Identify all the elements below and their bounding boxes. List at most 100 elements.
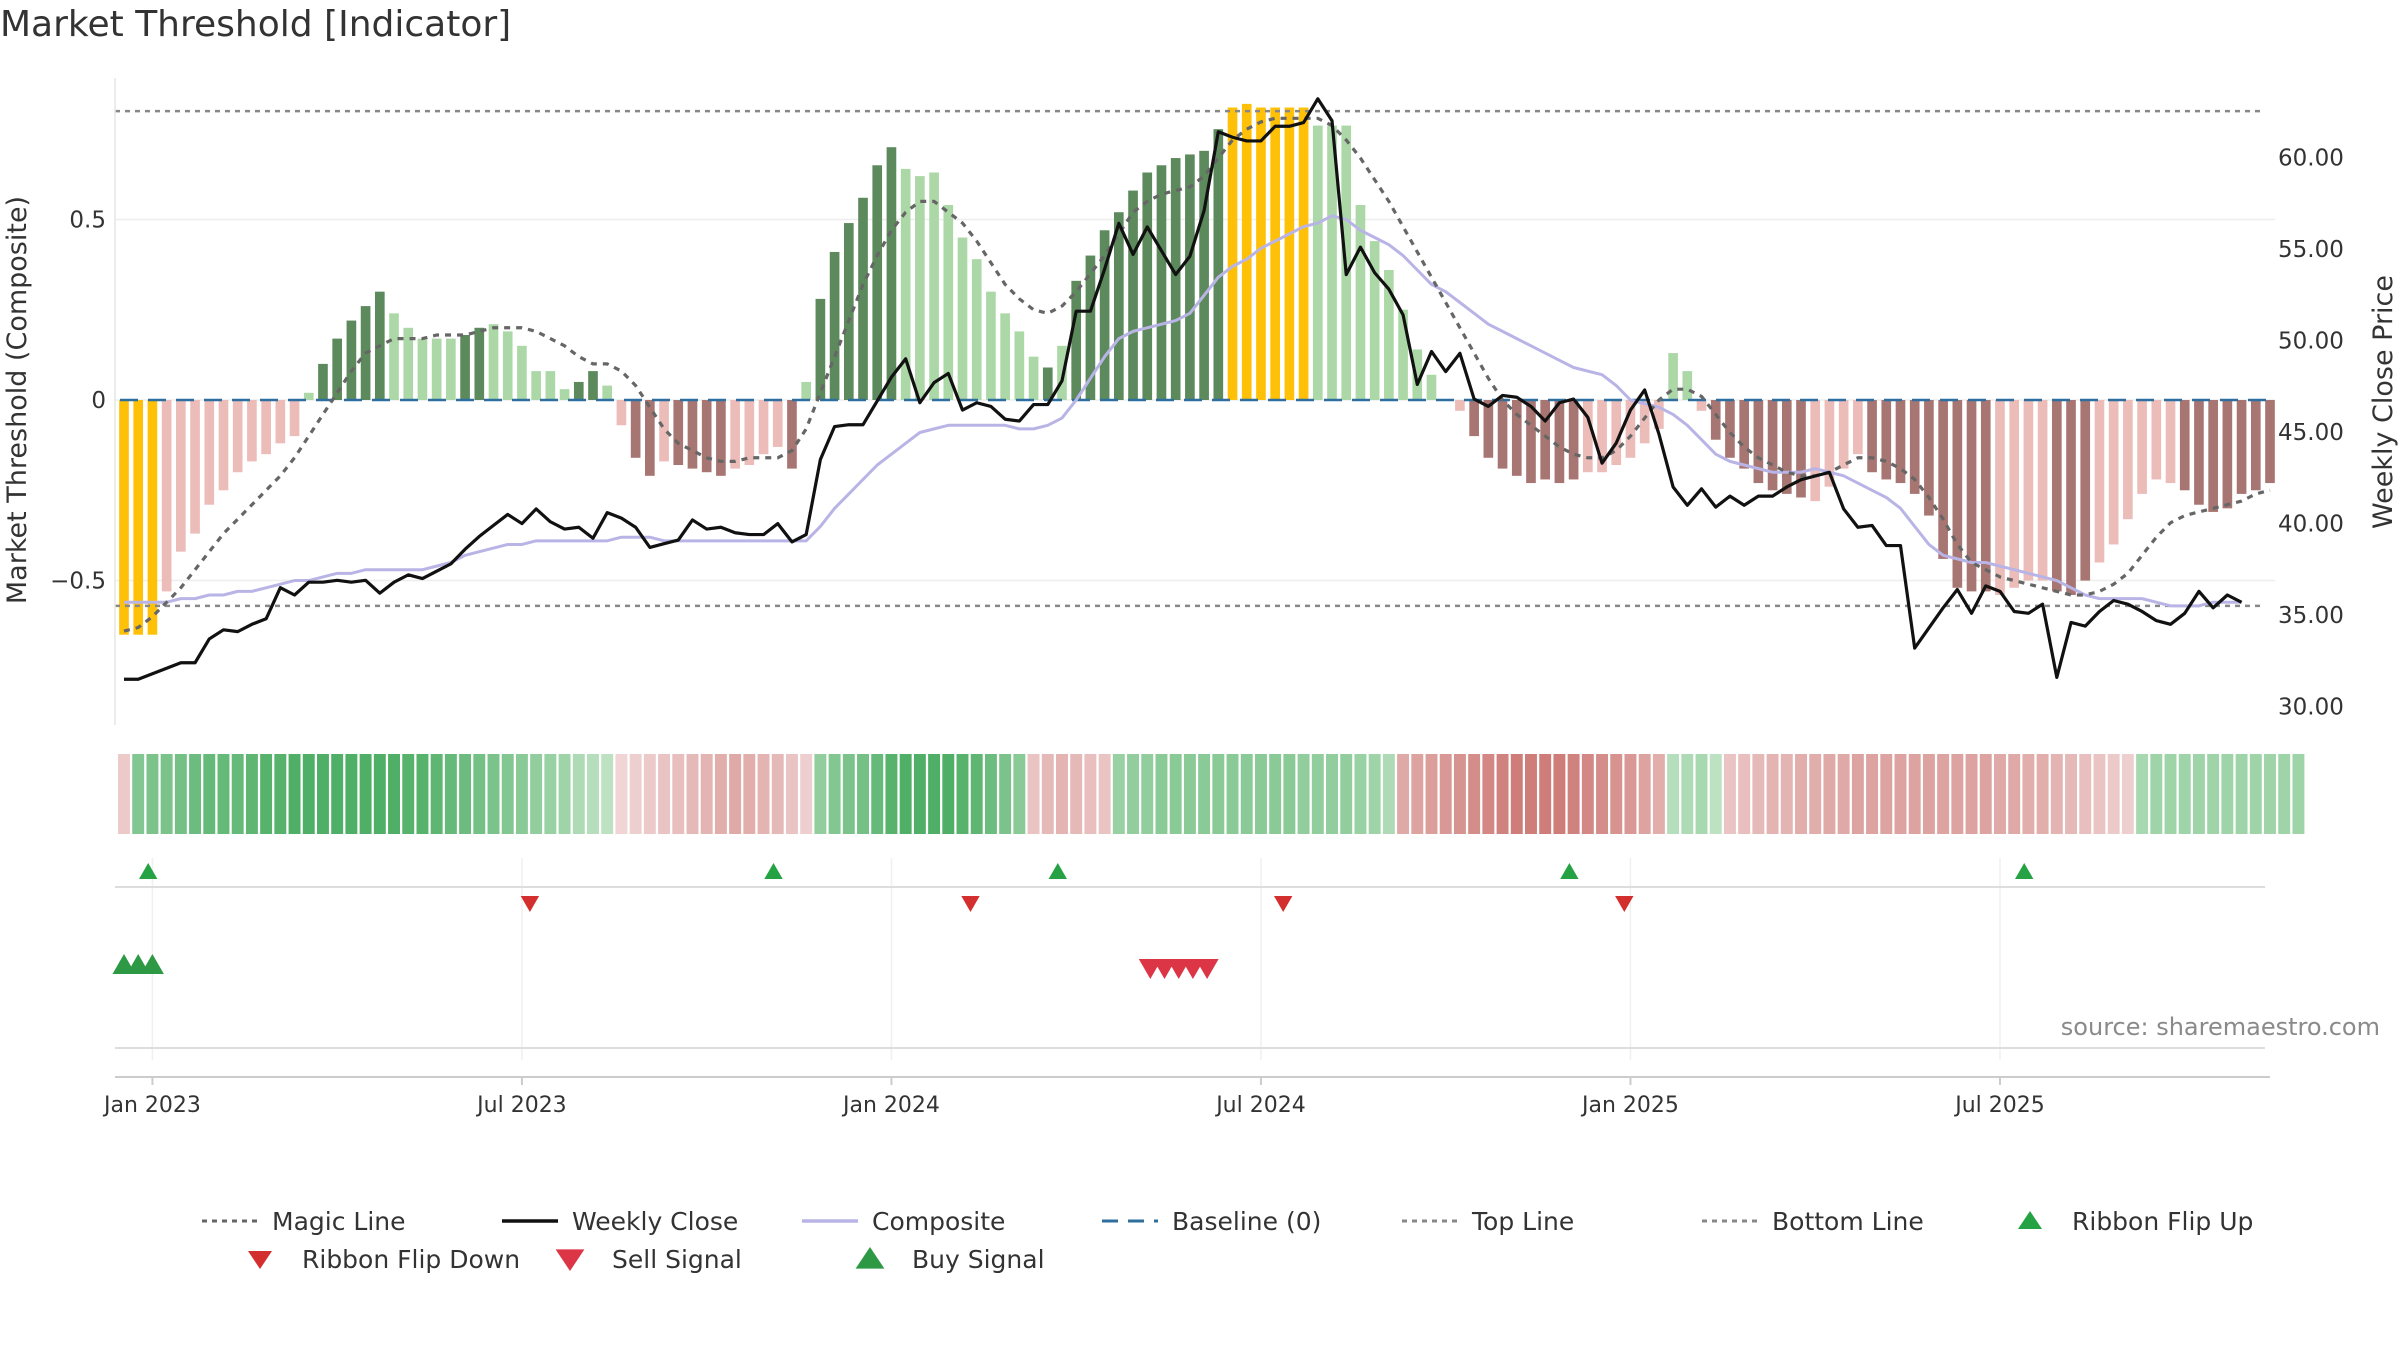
ribbon-cell [828,754,841,834]
threshold-bar [1540,400,1551,480]
ribbon-cell [1624,754,1637,834]
threshold-bar [787,400,797,469]
threshold-bar [1028,356,1039,400]
ribbon-cell [1610,754,1623,834]
threshold-bar [147,400,158,635]
legend-label: Composite [872,1206,1006,1236]
threshold-bar [2265,400,2275,484]
threshold-bar [1867,400,1877,473]
threshold-bar [1824,400,1835,487]
ribbon-cell [1752,754,1765,834]
ribbon-cell [1766,754,1779,834]
ribbon-cell [956,754,969,834]
ribbon-cell [473,754,486,834]
legend-item: Baseline (0) [1100,1203,1321,1239]
threshold-bar [403,327,414,400]
series-lines [115,97,2271,681]
threshold-bar [872,165,883,400]
ribbon-cell [1283,754,1296,834]
ribbon-cell [430,754,443,834]
threshold-bar [1583,400,1593,473]
threshold-bar [1710,400,1721,440]
ribbon-cell [2192,754,2205,834]
threshold-bar [829,251,840,400]
threshold-bar [815,298,826,400]
right-tick-label: 30.00 [2278,695,2344,721]
threshold-bar [1071,280,1082,400]
ribbon-cell [714,754,727,834]
ribbon-cell [1937,754,1950,834]
ribbon-cell [302,754,315,834]
ribbon-flip-down-marker [961,896,980,912]
ribbon-cell [970,754,983,834]
legend-marker [248,1251,272,1269]
ribbon-cell [118,754,130,834]
ribbon-cell [871,754,884,834]
ribbon-cell [1510,754,1523,834]
ribbon-cell [1354,754,1367,834]
threshold-bar [2009,400,2020,588]
threshold-bar [1000,313,1010,400]
ribbon-cell [416,754,429,834]
ribbon-cell [1041,754,1054,834]
ribbon-cell [643,754,656,834]
legend-marker [2018,1211,2042,1229]
ribbon-cell [1979,754,1992,834]
threshold-bar [929,172,939,400]
threshold-bar [1952,400,1963,588]
legend-item: Top Line [1400,1203,1574,1239]
ribbon-cell [2093,754,2106,834]
ribbon-flip-down-marker [1615,896,1634,912]
threshold-bar [716,400,726,476]
threshold-bar [204,400,215,505]
legend-item: Weekly Close [500,1203,738,1239]
legend-swatch [1402,1219,1458,1223]
ribbon-cell [1198,754,1211,834]
threshold-bar [247,400,257,462]
ribbon-cell [1439,754,1452,834]
ribbon-cell [1056,754,1068,834]
ribbon-cell [1667,754,1680,834]
ribbon-cell [672,754,685,834]
ribbon-cell [2150,754,2163,834]
ribbon-cell [2008,754,2021,834]
ribbon-cell [359,754,372,834]
ribbon-flip-up-marker [1048,863,1067,879]
sell-signal-marker [1195,959,1219,979]
ribbon-flip-down-marker [520,896,540,912]
legend-swatch [1702,1219,1758,1223]
legend-label: Magic Line [272,1206,406,1236]
ribbon-flip-up-marker [764,863,783,879]
right-tick-label: 35.00 [2278,603,2344,629]
legend-swatch [855,1247,885,1269]
threshold-bar [275,400,286,444]
ribbon-cell [1908,754,1921,834]
ribbon-cell [2178,754,2191,834]
threshold-bar [1995,400,2005,595]
chart-title: Market Threshold [Indicator] [0,4,512,45]
source-note: source: sharemaestro.com [2060,1013,2380,1041]
legend-label: Weekly Close [572,1206,739,1236]
x-tick-label: Jul 2025 [1953,1093,2045,1118]
threshold-bar [1568,400,1579,480]
x-tick-label: Jul 2024 [1214,1093,1306,1118]
legend-marker [555,1249,585,1271]
threshold-bar [1597,400,1607,473]
ribbon-cell [1709,754,1722,834]
ribbon-cell [615,754,628,834]
threshold-bar [488,324,499,400]
threshold-bar [417,338,428,400]
threshold-bar [1924,400,1934,516]
threshold-bar [645,400,655,476]
threshold-bar [1881,400,1892,480]
threshold-bar [303,392,314,400]
ribbon-cell [245,754,258,834]
legend-swatch [202,1219,258,1223]
threshold-bar [1355,205,1366,400]
ribbon-cell [1951,754,1964,834]
ribbon-cell [771,754,784,834]
threshold-bar [986,291,996,400]
threshold-bar [1284,107,1295,400]
threshold-bar [858,197,868,400]
